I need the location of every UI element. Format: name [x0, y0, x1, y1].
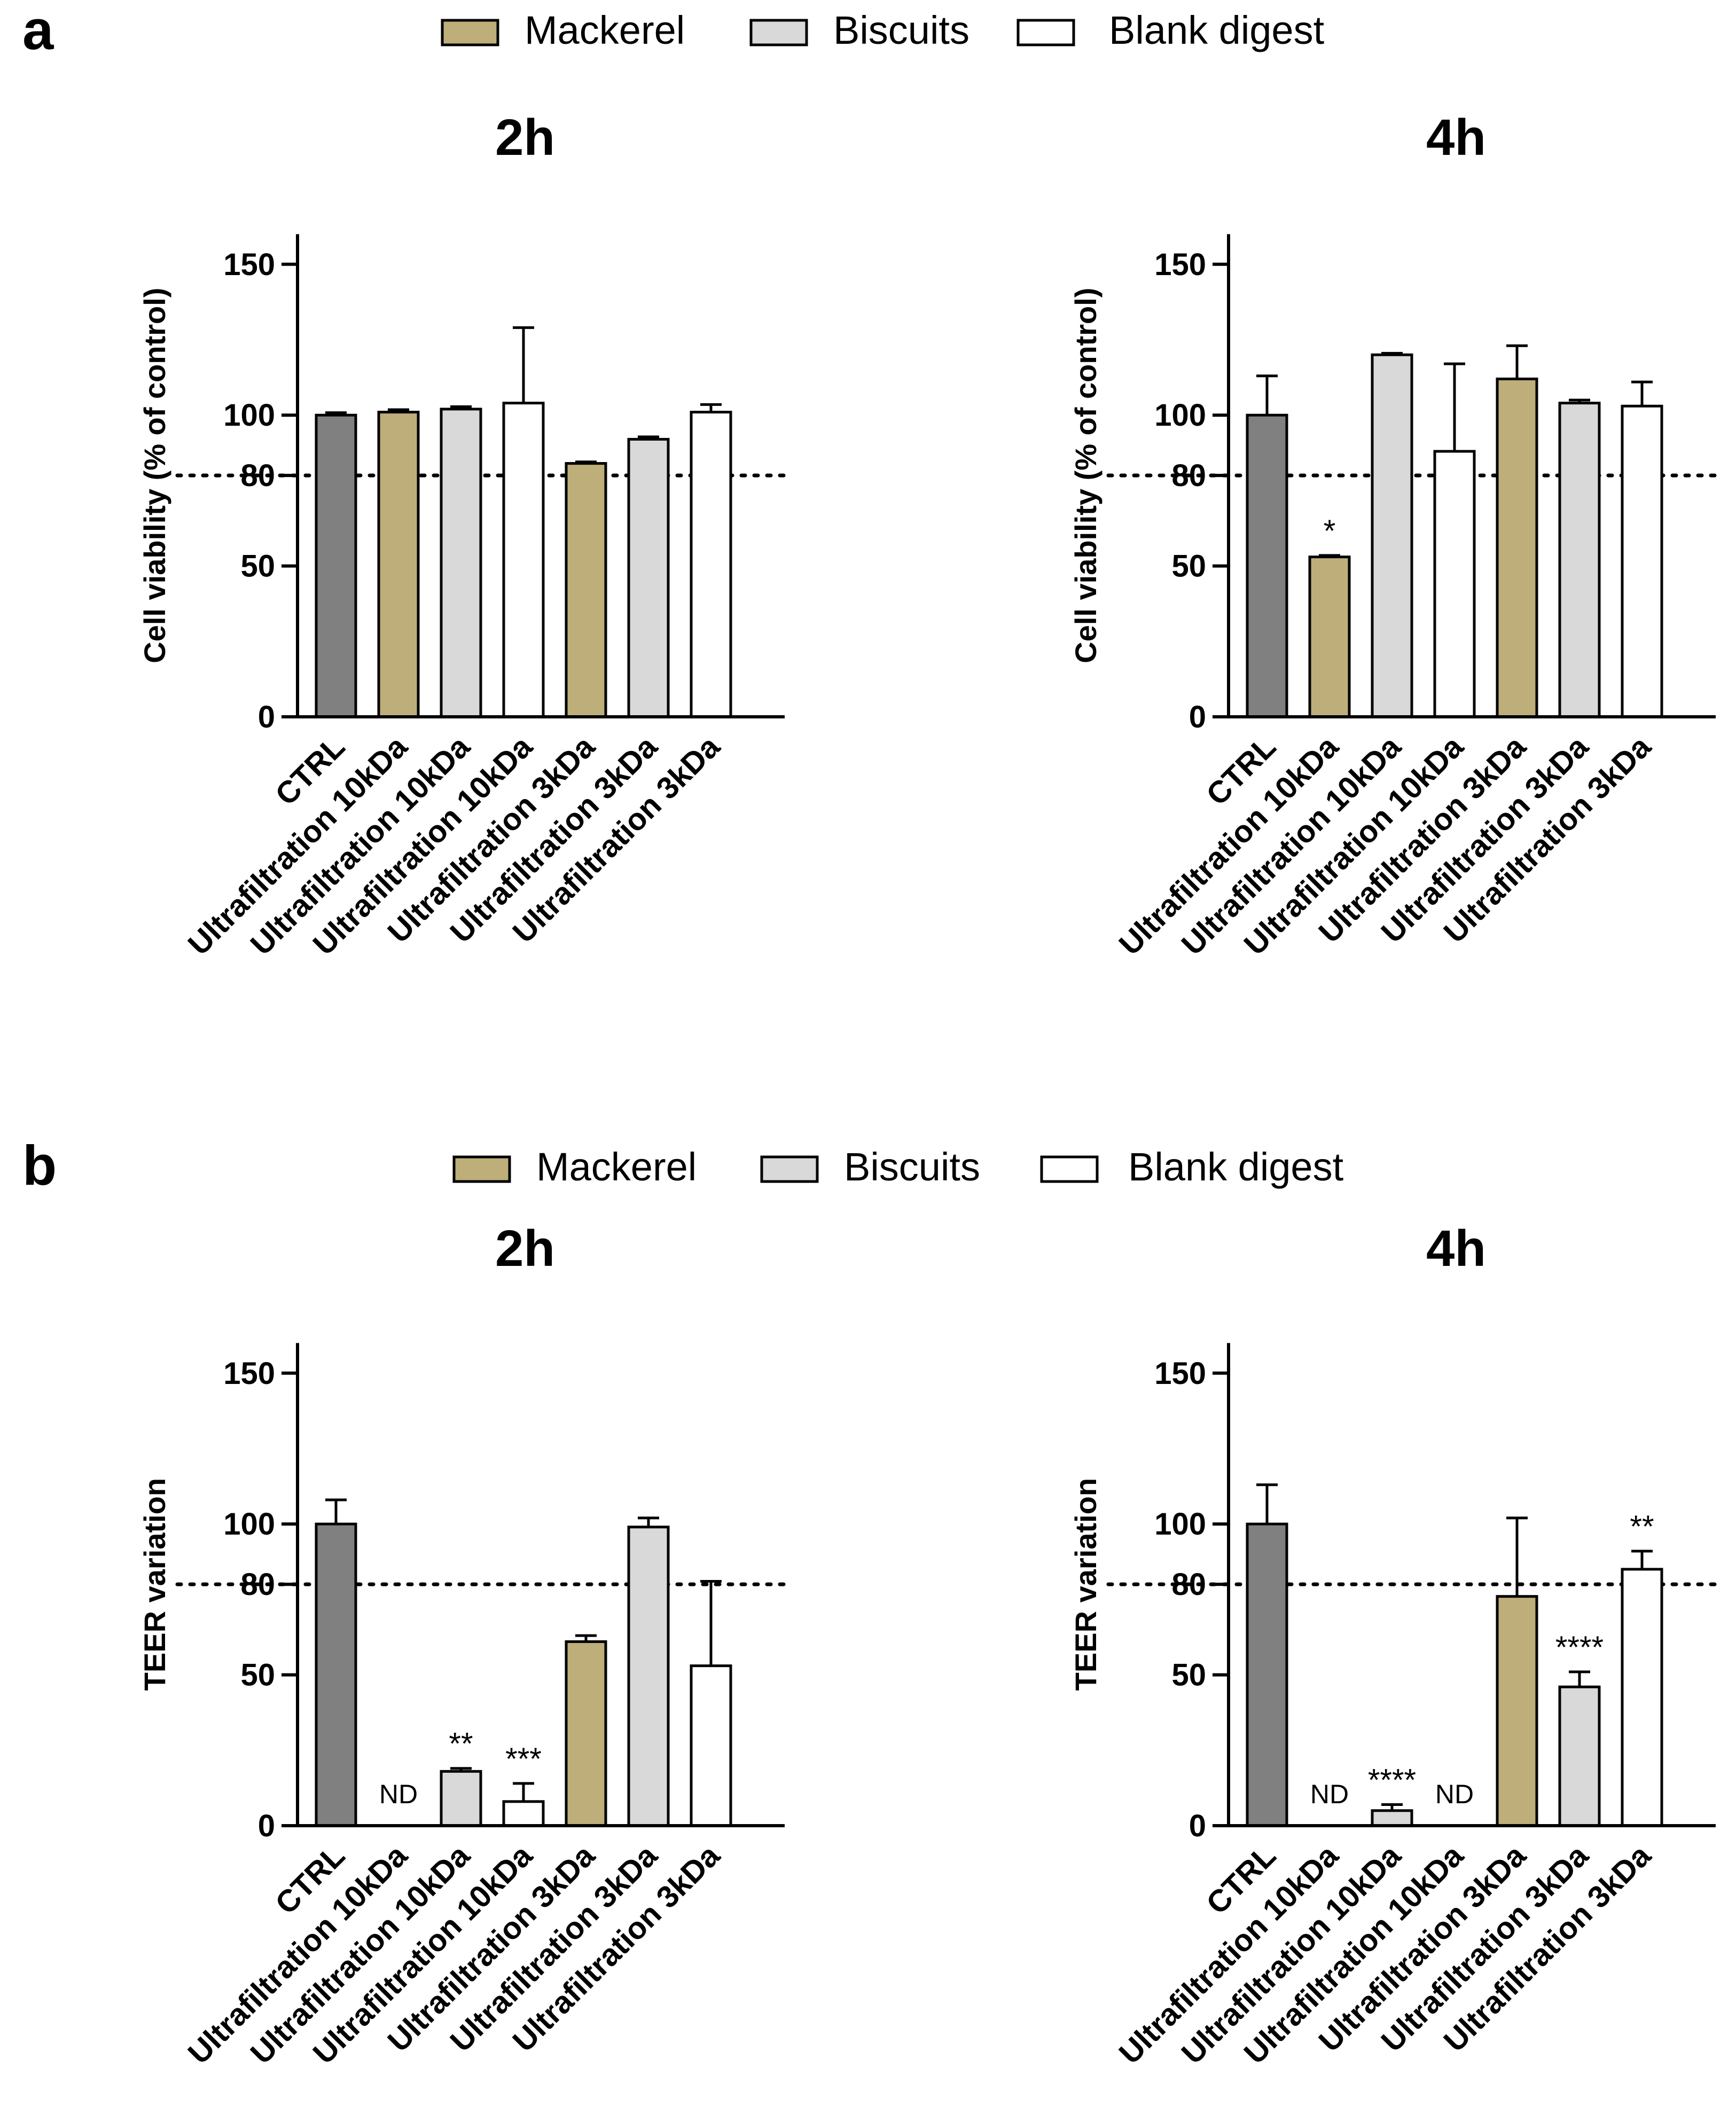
- significance-label: *: [1324, 514, 1336, 549]
- bar: [315, 1522, 357, 1827]
- y-tick-label: 50: [240, 549, 275, 584]
- bar: [502, 402, 545, 718]
- bar: [565, 1640, 607, 1827]
- y-axis-title: Cell viability (% of control): [1069, 288, 1102, 663]
- chart-title: 2h: [495, 1220, 555, 1277]
- y-tick-label: 80: [240, 458, 275, 493]
- chart-title: 2h: [495, 109, 555, 166]
- panel-letter-b: b: [22, 1135, 57, 1197]
- bar: [1371, 353, 1413, 718]
- y-axis-title: Cell viability (% of control): [138, 288, 171, 663]
- legend-swatch-biscuits: [760, 1155, 819, 1183]
- significance-label: ***: [505, 1742, 542, 1777]
- chart-title: 4h: [1426, 1220, 1486, 1277]
- legend-b: Mackerel Biscuits Blank digest: [452, 1145, 1344, 1189]
- bar: [565, 462, 607, 718]
- significance-label: **: [1630, 1509, 1654, 1544]
- legend-label-blank-digest: Blank digest: [1128, 1145, 1344, 1189]
- bar: [627, 1525, 670, 1827]
- y-tick-label: 50: [1171, 1658, 1206, 1693]
- bar: [1558, 402, 1601, 718]
- bar: [1621, 1568, 1663, 1827]
- y-tick-label: 50: [240, 1658, 275, 1693]
- bar: [377, 411, 420, 718]
- bar: [1496, 377, 1538, 718]
- y-tick-label: 150: [223, 1356, 275, 1391]
- not-detected-label: ND: [1435, 1779, 1474, 1809]
- legend-swatch-blank-digest: [1016, 19, 1075, 46]
- legend-swatch-blank-digest: [1040, 1155, 1099, 1183]
- bar: [690, 1664, 732, 1827]
- bar: [627, 437, 670, 718]
- y-tick-label: 80: [1171, 1567, 1206, 1602]
- bar: [1308, 556, 1351, 718]
- legend-label-biscuits: Biscuits: [844, 1145, 980, 1189]
- y-tick-label: 150: [223, 247, 275, 282]
- significance-label: **: [449, 1727, 473, 1762]
- bar: [690, 411, 732, 718]
- bar: [502, 1800, 545, 1827]
- significance-label: ****: [1555, 1630, 1604, 1665]
- legend-label-mackerel: Mackerel: [525, 8, 685, 52]
- legend-label-blank-digest: Blank digest: [1109, 8, 1325, 52]
- bar: [1371, 1809, 1413, 1827]
- legend-swatch-mackerel: [441, 19, 499, 46]
- y-tick-label: 0: [1189, 700, 1206, 734]
- y-tick-label: 0: [258, 700, 275, 734]
- chart-a-2h: 2h 0 50 80 100 150 Cell viability (% of contro…: [138, 109, 792, 962]
- legend-label-biscuits: Biscuits: [833, 8, 969, 52]
- y-tick-label: 100: [223, 1507, 275, 1542]
- y-tick-label: 0: [1189, 1809, 1206, 1843]
- bar: [315, 413, 357, 718]
- y-tick-label: 50: [1171, 549, 1206, 584]
- legend-a: Mackerel Biscuits Blank digest: [441, 8, 1325, 52]
- y-tick-label: 150: [1154, 247, 1206, 282]
- not-detected-label: ND: [1310, 1779, 1349, 1809]
- bar: [1621, 404, 1663, 718]
- legend-label-mackerel: Mackerel: [536, 1145, 697, 1189]
- y-tick-label: 100: [1154, 1507, 1206, 1542]
- y-tick-label: 80: [240, 1567, 275, 1602]
- not-detected-label: ND: [379, 1779, 418, 1809]
- bar: [440, 408, 482, 718]
- y-tick-label: 80: [1171, 458, 1206, 493]
- y-tick-label: 100: [1154, 398, 1206, 433]
- chart-title: 4h: [1426, 109, 1486, 166]
- panel-letter-a: a: [22, 0, 54, 61]
- y-tick-label: 0: [258, 1809, 275, 1843]
- significance-label: ****: [1368, 1763, 1416, 1797]
- y-tick-label: 150: [1154, 1356, 1206, 1391]
- bar: [1496, 1595, 1538, 1827]
- y-axis-title: TEER variation: [138, 1478, 171, 1691]
- bar: [1246, 1522, 1288, 1827]
- bar: [1433, 450, 1476, 718]
- legend-swatch-biscuits: [749, 19, 808, 46]
- y-tick-label: 100: [223, 398, 275, 433]
- legend-swatch-mackerel: [452, 1155, 511, 1183]
- bar: [1246, 413, 1288, 718]
- bar: [1558, 1685, 1601, 1827]
- y-axis-title: TEER variation: [1069, 1478, 1102, 1691]
- bar: [440, 1770, 482, 1827]
